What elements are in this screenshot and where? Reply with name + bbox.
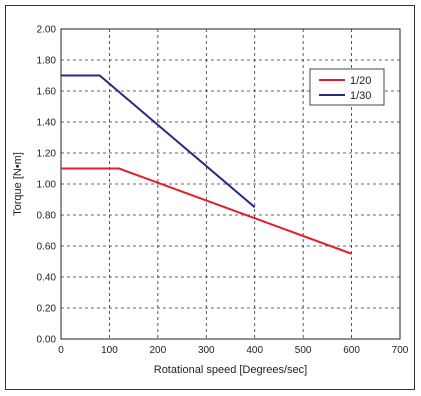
y-tick-label: 0.20 xyxy=(37,304,57,315)
grid-lines xyxy=(61,29,400,339)
y-tick-label: 0.00 xyxy=(37,335,57,346)
x-tick-label: 600 xyxy=(343,345,360,356)
x-tick-label: 500 xyxy=(295,345,312,356)
y-tick-label: 1.60 xyxy=(37,87,57,98)
legend-box xyxy=(309,68,385,106)
y-tick-label: 0.80 xyxy=(37,211,57,222)
y-tick-label: 1.20 xyxy=(37,149,57,160)
x-tick-label: 300 xyxy=(198,345,215,356)
legend-label-1: 1/20 xyxy=(350,75,371,87)
x-tick-label: 700 xyxy=(392,345,409,356)
series-line-2 xyxy=(61,74,256,209)
x-axis-label: Rotational speed [Degrees/sec] xyxy=(154,364,307,376)
series-lines xyxy=(61,74,352,255)
y-tick-label: 0.40 xyxy=(37,273,57,284)
series-line-1 xyxy=(61,167,352,255)
y-tick-label: 1.80 xyxy=(37,56,57,67)
y-axis-label: Torque [N•m] xyxy=(12,152,24,216)
y-tick-label: 1.40 xyxy=(37,118,57,129)
x-axis-ticks: 0 100 200 300 400 500 600 700 xyxy=(58,345,409,356)
legend: 1/20 1/30 xyxy=(309,68,385,106)
y-tick-label: 0.60 xyxy=(37,242,57,253)
plot-area-border xyxy=(60,28,401,340)
x-tick-label: 400 xyxy=(246,345,263,356)
y-tick-label: 2.00 xyxy=(37,25,57,36)
x-tick-label: 200 xyxy=(150,345,167,356)
x-tick-label: 100 xyxy=(101,345,118,356)
legend-label-2: 1/30 xyxy=(350,90,371,102)
x-tick-label: 0 xyxy=(58,345,64,356)
y-axis-ticks: 0.00 0.20 0.40 0.60 0.80 1.00 1.20 1.40 1.60 1.80… xyxy=(37,25,57,346)
y-tick-label: 1.00 xyxy=(37,180,57,191)
